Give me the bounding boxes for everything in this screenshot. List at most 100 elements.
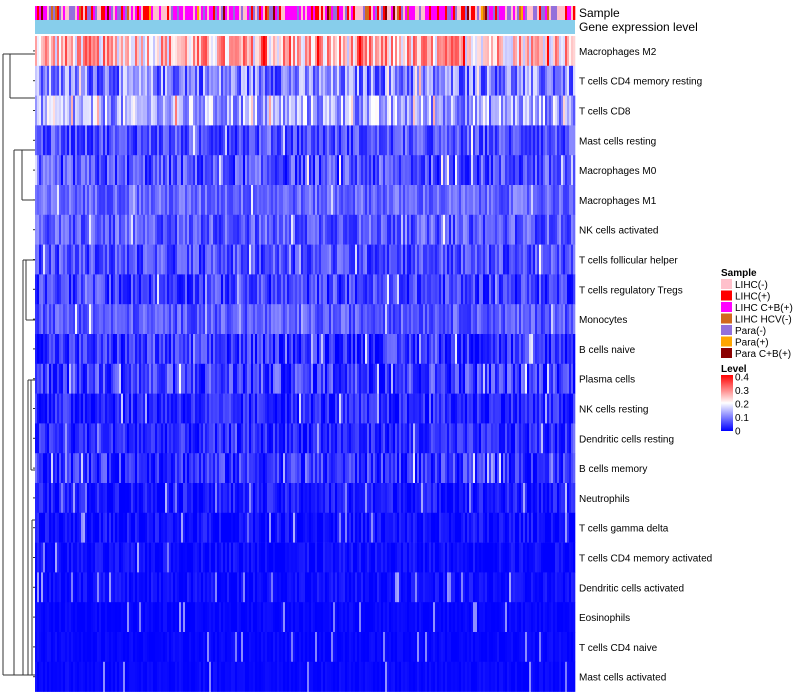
heatmap-cell xyxy=(149,244,152,275)
heatmap-cell xyxy=(203,274,206,305)
heatmap-cell xyxy=(61,155,64,186)
heatmap-cell xyxy=(521,125,524,156)
heatmap-cell xyxy=(529,423,532,454)
heatmap-cell xyxy=(483,185,486,216)
heatmap-cell xyxy=(315,334,318,365)
heatmap-cell xyxy=(115,512,118,543)
heatmap-cell xyxy=(487,334,490,365)
heatmap-cell xyxy=(141,214,144,245)
heatmap-cell xyxy=(143,304,146,335)
heatmap-cell xyxy=(511,125,514,156)
heatmap-cell xyxy=(571,95,574,126)
heatmap-cell xyxy=(257,334,260,365)
heatmap-cell xyxy=(289,244,292,275)
heatmap-cell xyxy=(375,304,378,335)
heatmap-cell xyxy=(107,214,110,245)
heatmap-cell xyxy=(63,274,66,305)
heatmap-cell xyxy=(51,304,54,335)
heatmap-cell xyxy=(137,423,140,454)
heatmap-cell xyxy=(529,483,532,514)
heatmap-cell xyxy=(503,363,506,394)
heatmap-cell xyxy=(99,304,102,335)
heatmap-cell xyxy=(441,274,444,305)
heatmap-cell xyxy=(525,65,528,96)
heatmap-cell xyxy=(95,274,98,305)
heatmap-cell xyxy=(91,185,94,216)
heatmap-cell xyxy=(221,155,224,186)
heatmap-cell xyxy=(437,483,440,514)
heatmap-cell xyxy=(151,304,154,335)
heatmap-cell xyxy=(67,274,70,305)
heatmap-cell xyxy=(257,423,260,454)
heatmap-cell xyxy=(193,214,196,245)
heatmap-cell xyxy=(129,274,132,305)
heatmap-cell xyxy=(209,95,212,126)
heatmap-cell xyxy=(495,36,498,67)
heatmap-cell xyxy=(115,304,118,335)
heatmap-cell xyxy=(235,363,238,394)
heatmap-cell xyxy=(301,95,304,126)
heatmap-cell xyxy=(441,483,444,514)
heatmap-cell xyxy=(393,185,396,216)
heatmap-cell xyxy=(247,185,250,216)
heatmap-cell xyxy=(183,125,186,156)
heatmap-cell xyxy=(481,36,484,67)
heatmap-cell xyxy=(209,393,212,424)
heatmap-cell xyxy=(57,244,60,275)
heatmap-cell xyxy=(381,512,384,543)
heatmap-cell xyxy=(341,453,344,484)
heatmap-cell xyxy=(73,185,76,216)
heatmap-cell xyxy=(561,274,564,305)
heatmap-cell xyxy=(121,185,124,216)
heatmap-cell xyxy=(161,274,164,305)
heatmap-cell xyxy=(65,542,68,573)
heatmap-cell xyxy=(475,155,478,186)
sample-annotation-cell xyxy=(275,6,278,20)
heatmap-cell xyxy=(331,483,334,514)
heatmap-cell xyxy=(269,363,272,394)
heatmap-cell xyxy=(365,274,368,305)
heatmap-cell xyxy=(175,423,178,454)
heatmap-cell xyxy=(443,244,446,275)
heatmap-cell xyxy=(503,65,506,96)
heatmap-cell xyxy=(75,155,78,186)
heatmap-cell xyxy=(235,423,238,454)
heatmap-cell xyxy=(211,274,214,305)
heatmap-cell xyxy=(337,483,340,514)
heatmap-cell xyxy=(365,65,368,96)
heatmap-cell xyxy=(151,214,154,245)
heatmap-cell xyxy=(121,363,124,394)
heatmap-cell xyxy=(519,185,522,216)
heatmap-cell xyxy=(313,334,316,365)
heatmap-cell xyxy=(225,393,228,424)
heatmap-cell xyxy=(315,185,318,216)
heatmap-cell xyxy=(459,512,462,543)
sample-annotation-cell xyxy=(67,6,70,20)
heatmap-cell xyxy=(85,65,88,96)
heatmap-cell xyxy=(135,244,138,275)
heatmap-cell xyxy=(385,423,388,454)
heatmap-cell xyxy=(413,36,416,67)
heatmap-cell xyxy=(155,36,158,67)
heatmap-cell xyxy=(387,423,390,454)
heatmap-cell xyxy=(415,214,418,245)
heatmap-cell xyxy=(559,363,562,394)
heatmap-cell xyxy=(427,125,430,156)
heatmap-cell xyxy=(293,512,296,543)
heatmap-cell xyxy=(73,155,76,186)
heatmap-cell xyxy=(419,274,422,305)
heatmap-cell xyxy=(277,214,280,245)
heatmap-cell xyxy=(43,334,46,365)
heatmap-cell xyxy=(253,453,256,484)
heatmap-cell xyxy=(515,244,518,275)
heatmap-cell xyxy=(247,95,250,126)
heatmap-cell xyxy=(447,304,450,335)
heatmap-cell xyxy=(55,512,58,543)
sample-annotation-cell xyxy=(281,6,284,20)
heatmap-cell xyxy=(195,393,198,424)
heatmap-cell xyxy=(267,274,270,305)
heatmap-cell xyxy=(101,334,104,365)
heatmap-cell xyxy=(313,95,316,126)
heatmap-cell xyxy=(247,304,250,335)
heatmap-cell xyxy=(107,185,110,216)
